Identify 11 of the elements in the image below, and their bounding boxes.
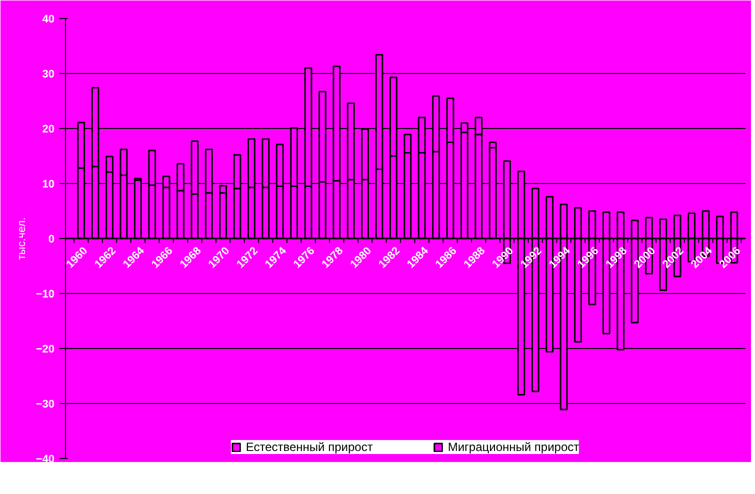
y-tick-label: 30: [42, 68, 55, 80]
legend-label: Естественный прирост: [246, 440, 373, 454]
y-axis-title: тыс.чел.: [16, 217, 28, 260]
y-tick-label: 40: [42, 14, 55, 26]
y-tick-label: 10: [42, 178, 55, 190]
legend-label: Миграционный прирост: [448, 440, 580, 454]
y-tick-label: −20: [36, 344, 55, 356]
y-tick-label: 20: [42, 124, 55, 136]
y-tick-label: −10: [36, 288, 55, 300]
y-tick-label: −30: [36, 398, 55, 410]
y-tick-label: 0: [48, 234, 55, 246]
